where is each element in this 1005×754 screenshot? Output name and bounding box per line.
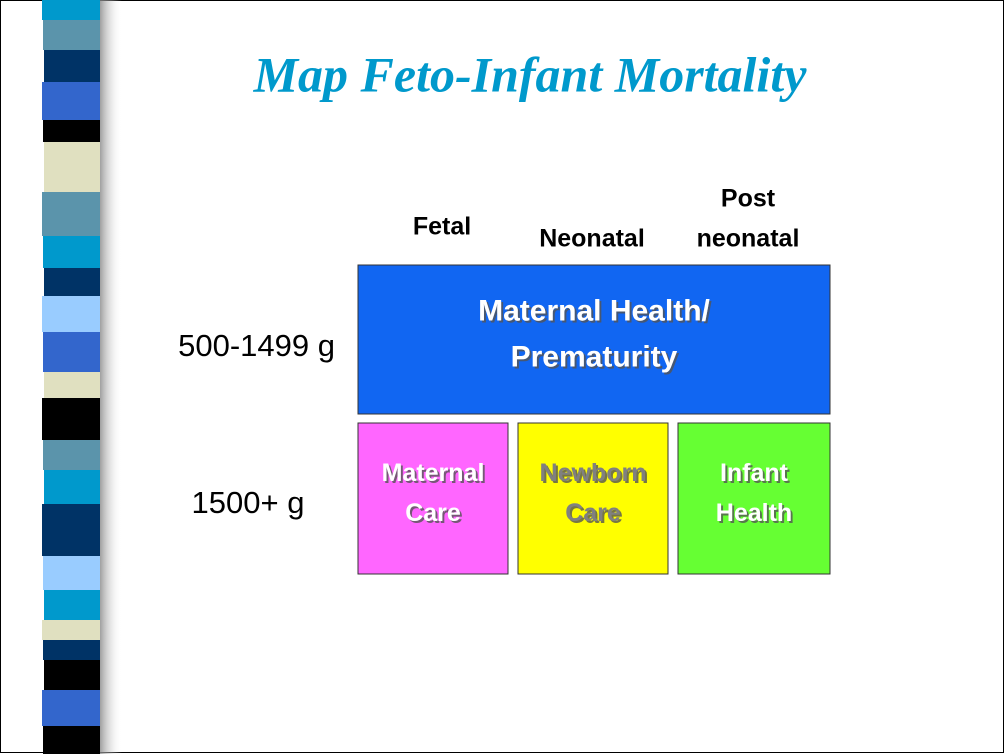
stripe-band bbox=[43, 440, 100, 470]
stripe-band bbox=[44, 590, 100, 620]
stripe-band bbox=[44, 142, 100, 192]
column-header: neonatal bbox=[697, 225, 800, 253]
decorative-stripe bbox=[42, 0, 100, 754]
stripe-band bbox=[43, 640, 100, 660]
stripe-band bbox=[43, 20, 100, 50]
box-label: Newborn bbox=[540, 459, 647, 487]
slide-title: Map Feto-Infant Mortality bbox=[253, 46, 808, 102]
stripe-band bbox=[43, 120, 100, 142]
category-box bbox=[677, 422, 831, 575]
box-label: Care bbox=[405, 499, 461, 527]
box-label: Maternal Health/ bbox=[478, 294, 710, 327]
stripe-band bbox=[44, 50, 100, 82]
column-header: Neonatal bbox=[539, 225, 645, 253]
box-label: Infant bbox=[720, 459, 789, 487]
stripe-band bbox=[43, 332, 100, 372]
stripe-band bbox=[43, 236, 100, 268]
stripe-band bbox=[44, 470, 100, 504]
row-label: 500-1499 g bbox=[178, 328, 335, 363]
stripe-band bbox=[42, 690, 100, 726]
box-label: Health bbox=[716, 499, 792, 527]
box-label: Maternal bbox=[382, 459, 485, 487]
category-box bbox=[357, 422, 509, 575]
box-label: Care bbox=[565, 499, 621, 527]
diagram: Fetal Neonatal Post neonatal 500-1499 g 1500+… bbox=[178, 185, 831, 575]
stripe-band bbox=[42, 620, 100, 640]
stripe-shadow bbox=[100, 0, 122, 754]
stripe-band bbox=[44, 268, 100, 296]
stripe-band bbox=[43, 556, 100, 590]
category-box bbox=[517, 422, 669, 575]
column-header: Fetal bbox=[413, 213, 471, 241]
stripe-band bbox=[42, 504, 100, 556]
stripe-band bbox=[42, 0, 100, 20]
stripe-band bbox=[42, 398, 100, 440]
stripe-band bbox=[42, 296, 100, 332]
stripe-band bbox=[42, 82, 100, 120]
row-label: 1500+ g bbox=[192, 485, 305, 520]
category-box bbox=[357, 264, 831, 415]
box-label: Prematurity bbox=[511, 340, 678, 373]
stripe-band bbox=[43, 726, 100, 754]
stripe-band bbox=[42, 192, 100, 236]
stripe-band bbox=[44, 372, 100, 398]
stripe-band bbox=[44, 660, 100, 690]
column-header: Post bbox=[721, 185, 776, 213]
